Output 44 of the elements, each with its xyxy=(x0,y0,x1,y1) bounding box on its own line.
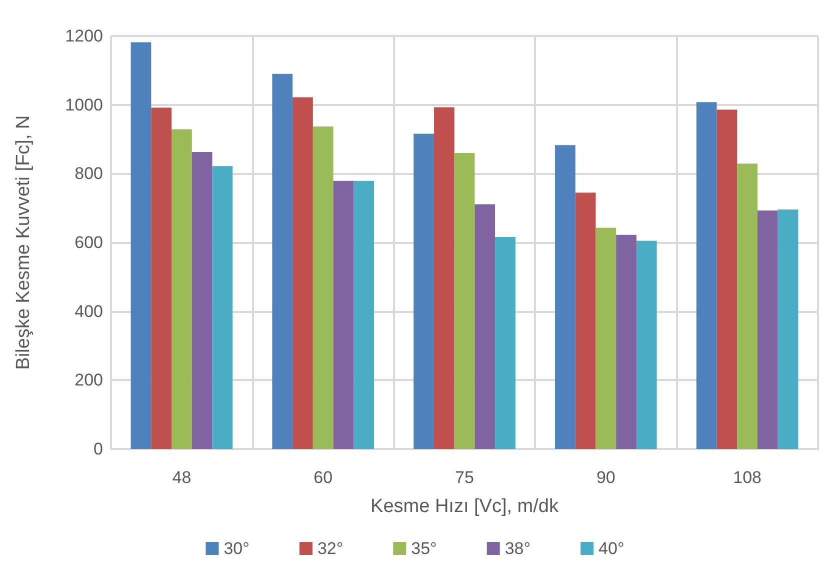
bar xyxy=(778,209,798,449)
bar xyxy=(696,102,717,449)
y-tick-label: 600 xyxy=(74,233,103,252)
legend-label: 30° xyxy=(224,539,250,558)
bar xyxy=(172,129,192,449)
x-tick-label: 75 xyxy=(455,468,474,487)
bar xyxy=(192,152,212,449)
bar xyxy=(292,97,313,449)
bar xyxy=(151,108,172,449)
legend-label: 40° xyxy=(598,539,624,558)
legend-label: 35° xyxy=(411,539,437,558)
y-axis-title: Bileşke Kesme Kuvveti [Fc], N xyxy=(13,115,34,370)
legend-label: 32° xyxy=(317,539,344,558)
x-tick-label: 60 xyxy=(314,468,333,487)
x-tick-label: 90 xyxy=(596,468,616,487)
bar xyxy=(495,236,516,449)
y-tick-label: 200 xyxy=(74,370,103,390)
x-tick-label: 108 xyxy=(733,468,762,487)
x-tick-label: 48 xyxy=(172,468,192,487)
bar xyxy=(596,228,616,449)
bar xyxy=(737,164,758,449)
bar xyxy=(354,180,374,449)
bar xyxy=(716,110,738,449)
bar xyxy=(272,74,293,449)
bar xyxy=(757,210,778,449)
bar xyxy=(636,240,657,449)
bar xyxy=(333,180,354,449)
y-tick-label: 0 xyxy=(94,440,103,458)
y-tick-label: 800 xyxy=(74,164,103,184)
bar xyxy=(212,166,233,449)
legend-label: 38° xyxy=(504,539,531,558)
y-tick-label: 400 xyxy=(74,302,103,321)
x-axis-title: Kesme Hızı [Vc], m/dk xyxy=(370,496,559,517)
bar xyxy=(454,153,475,449)
bar xyxy=(434,107,454,449)
y-tick-label: 1200 xyxy=(65,26,103,46)
y-tick-label: 1000 xyxy=(65,95,103,114)
bar xyxy=(616,234,636,449)
bar xyxy=(474,204,496,449)
bar xyxy=(130,42,152,449)
bar xyxy=(414,134,434,449)
bar xyxy=(312,126,334,449)
bar xyxy=(554,145,576,449)
bar xyxy=(575,192,596,449)
